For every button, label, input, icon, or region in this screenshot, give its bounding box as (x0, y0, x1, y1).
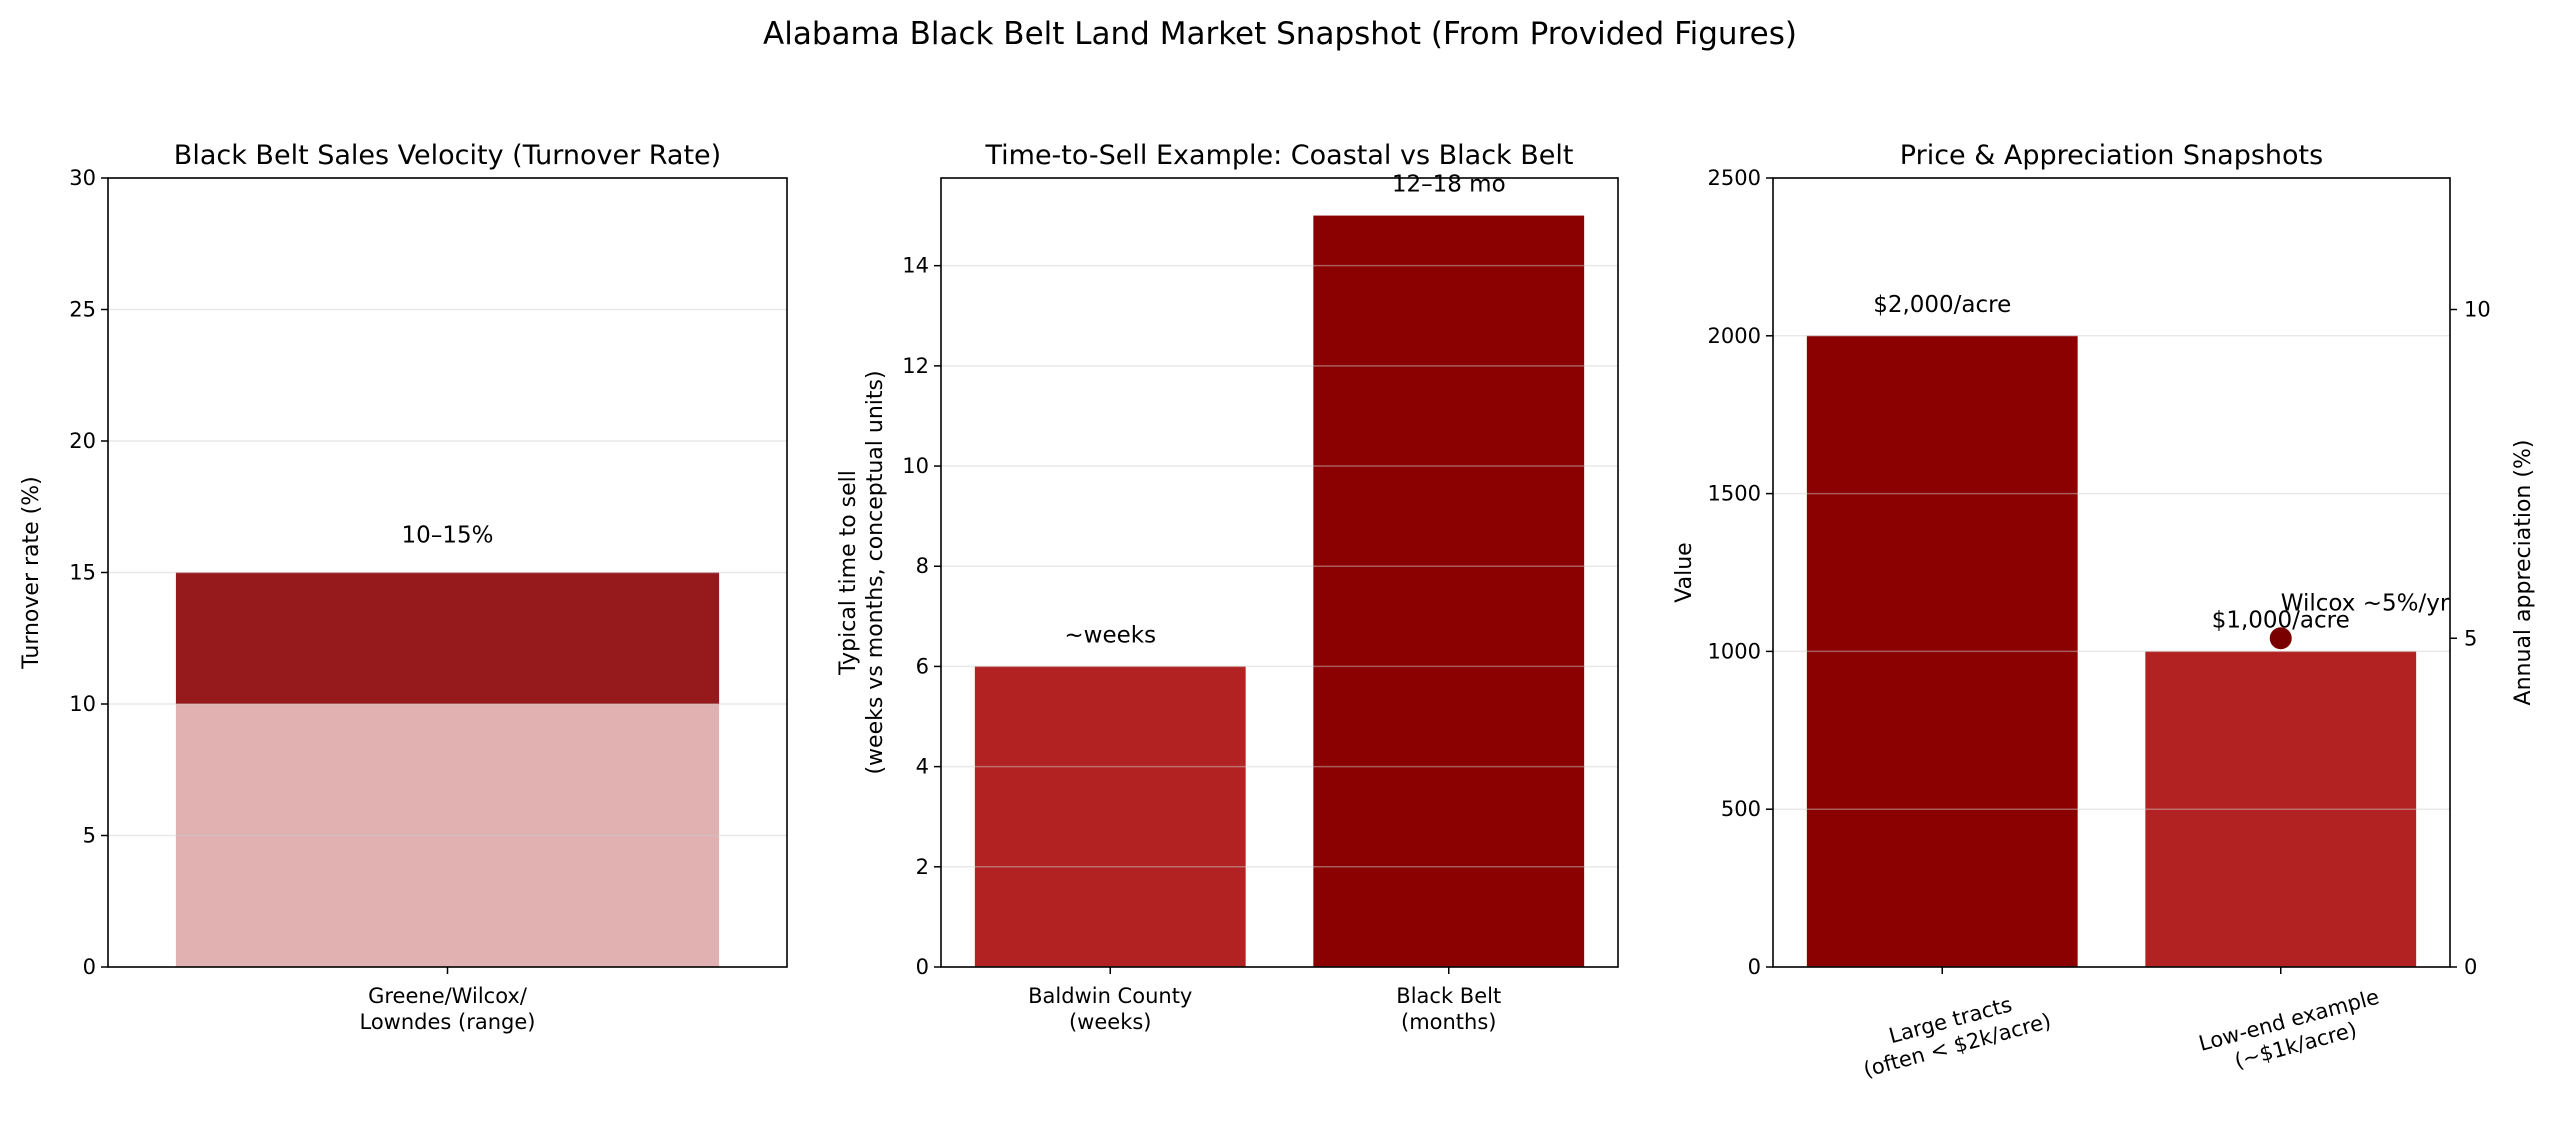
y-axis-label: Typical time to sell(weeks vs months, co… (836, 370, 888, 774)
y-tick-label: 1000 (1708, 639, 1761, 663)
y-tick-label: 0 (916, 955, 929, 979)
x-tick-label: Large tracts(often < $2k/acre) (1854, 984, 2054, 1082)
chart-panel-1: 10–15% 0 5 10 20 25 30 15 Greene/Wilcox/Lowndes … (19, 140, 788, 1034)
y2-tick-label: 0 (2464, 955, 2477, 979)
x-tick-label-line: Greene/Wilcox/ (368, 984, 528, 1008)
y-tick-label: 2000 (1708, 324, 1761, 348)
suptitle: Alabama Black Belt Land Market Snapshot … (763, 16, 1797, 52)
chart-panel-3: $2,000/acre$1,000/acre050010001500200025… (1672, 140, 2536, 1082)
y-tick-label: 10 (69, 692, 96, 716)
axes-frame (107, 177, 788, 968)
point-label: Wilcox ~5%/yr (2281, 590, 2450, 616)
y-tick-label: 30 (69, 166, 96, 190)
y-tick-label: 20 (69, 429, 96, 453)
range-top-bar (175, 572, 720, 704)
bar (1313, 215, 1585, 968)
x-tick-label-line: (months) (1401, 1010, 1496, 1034)
axes-frame (1772, 177, 2451, 968)
y-tick-label: 4 (916, 755, 929, 779)
y-tick-label: 25 (69, 298, 96, 322)
y-axis-label: Turnover rate (%) (19, 476, 44, 669)
bar (2145, 651, 2417, 967)
y2-tick-label: 10 (2464, 298, 2491, 322)
x-tick-label-line: Lowndes (range) (360, 1010, 536, 1034)
y2-tick-label: 5 (2464, 626, 2477, 650)
data-label: 12–18 mo (1392, 172, 1506, 198)
x-tick-label-line: Black Belt (1396, 984, 1501, 1008)
y-tick-label: 1500 (1708, 482, 1761, 506)
y-tick-label: 0 (83, 955, 96, 979)
data-label: 10–15% (402, 523, 494, 549)
chart-title: Black Belt Sales Velocity (Turnover Rate… (174, 140, 721, 171)
x-tick-label-line: Baldwin County (1028, 984, 1192, 1008)
y-axis-label: Value (1672, 542, 1697, 602)
y-tick-label: 6 (916, 654, 929, 678)
y-tick-label: 12 (902, 354, 929, 378)
y-axis-label-line: Typical time to sell (836, 470, 861, 676)
y-tick-label: 500 (1721, 797, 1761, 821)
x-tick-label: Greene/Wilcox/Lowndes (range) (360, 984, 536, 1034)
y-tick-label: 14 (902, 254, 929, 278)
y-axis-label-line: (weeks vs months, conceptual units) (863, 370, 888, 774)
y-tick-label: 2 (916, 855, 929, 879)
y-tick-label: 15 (69, 561, 96, 585)
bar (1806, 335, 2078, 967)
x-tick-label-line: (weeks) (1069, 1010, 1152, 1034)
chart-title: Price & Appreciation Snapshots (1900, 140, 2323, 171)
range-base-bar (175, 704, 720, 967)
bar (974, 666, 1246, 967)
x-tick-label: Baldwin County (weeks) (1028, 984, 1192, 1034)
axes-frame (940, 177, 1619, 968)
y-tick-label: 5 (83, 824, 96, 848)
chart-title: Time-to-Sell Example: Coastal vs Black B… (984, 140, 1573, 171)
y-tick-label: 8 (916, 554, 929, 578)
data-label: $2,000/acre (1873, 292, 2011, 318)
x-tick-label: Black Belt (months) (1396, 984, 1501, 1034)
appreciation-point (2269, 627, 2292, 650)
y-tick-label: 2500 (1708, 166, 1761, 190)
x-tick-label: Low-end example(~$1k/acre) (2196, 985, 2388, 1081)
data-label: ~weeks (1064, 622, 1156, 648)
y2-axis-label: Annual appreciation (%) (2511, 440, 2536, 706)
y-tick-label: 10 (902, 454, 929, 478)
y-tick-label: 0 (1748, 955, 1761, 979)
